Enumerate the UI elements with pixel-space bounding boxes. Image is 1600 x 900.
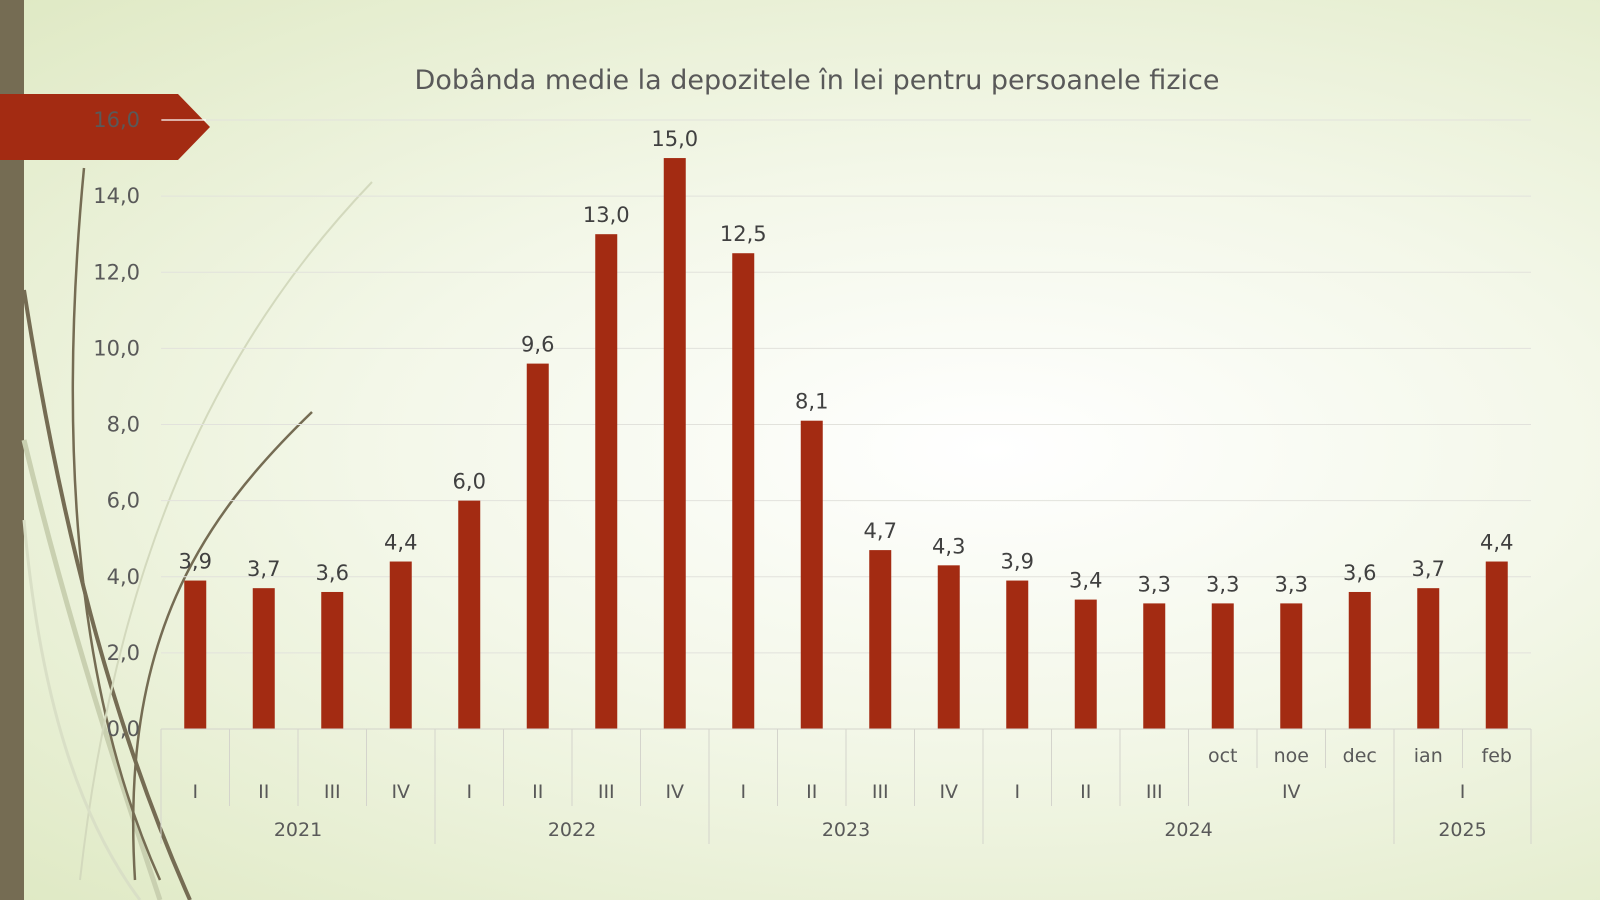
y-tick-label: 14,0 <box>93 184 140 208</box>
y-tick-label: 2,0 <box>107 641 140 665</box>
y-axis: 0,0 2,0 4,0 6,0 8,0 10,0 12,0 14,0 16,0 <box>93 108 206 741</box>
category-label: IV <box>665 781 684 803</box>
data-label: 4,4 <box>384 531 417 555</box>
category-label: I <box>740 781 746 803</box>
bars: 3,9 3,7 3,6 4,4 6,0 9,6 13,0 15,0 12,5 8,1 4,7 4,3 3… <box>179 127 1513 729</box>
category-label: I <box>1014 781 1020 803</box>
data-label: 15,0 <box>651 127 698 151</box>
year-group-label: 2023 <box>822 819 870 841</box>
year-group-label: 2024 <box>1164 819 1212 841</box>
y-tick-label: 6,0 <box>107 489 140 513</box>
category-label: I <box>466 781 472 803</box>
bar <box>1417 588 1440 729</box>
year-group-label: 2022 <box>548 819 596 841</box>
category-label: dec <box>1343 745 1377 767</box>
y-tick-label: 16,0 <box>93 108 140 132</box>
bar <box>663 158 686 729</box>
bar <box>184 580 207 729</box>
category-label: oct <box>1208 745 1238 767</box>
category-label: III <box>324 781 341 803</box>
category-label: II <box>258 781 269 803</box>
bar <box>800 420 823 729</box>
data-label: 12,5 <box>720 222 767 246</box>
y-tick-label: 12,0 <box>93 260 140 284</box>
category-label: I <box>192 781 198 803</box>
bar <box>1280 603 1303 729</box>
bar <box>389 561 412 729</box>
quarter-group-label: I <box>1460 781 1466 803</box>
bar <box>1006 580 1029 729</box>
bar <box>321 591 344 729</box>
data-label: 3,6 <box>1343 561 1376 585</box>
category-label: II <box>806 781 817 803</box>
bar <box>458 500 481 729</box>
data-label: 3,6 <box>316 561 349 585</box>
bar <box>1348 591 1371 729</box>
y-tick-label: 8,0 <box>107 413 140 437</box>
chart-title: Dobânda medie la depozitele în lei pentr… <box>415 65 1220 96</box>
category-label: II <box>1080 781 1091 803</box>
category-label: feb <box>1482 745 1512 767</box>
data-label: 3,9 <box>1001 550 1034 574</box>
data-label: 3,7 <box>247 557 280 581</box>
bar <box>1211 603 1234 729</box>
data-label: 3,3 <box>1206 572 1239 596</box>
bar <box>595 234 618 729</box>
category-label: IV <box>391 781 410 803</box>
category-label: III <box>598 781 615 803</box>
bar <box>1485 561 1508 729</box>
data-label: 3,7 <box>1412 557 1445 581</box>
category-label: III <box>1146 781 1163 803</box>
bar <box>937 565 960 729</box>
category-label: III <box>872 781 889 803</box>
grid-lines <box>161 119 1531 730</box>
data-label: 4,4 <box>1480 531 1513 555</box>
y-tick-label: 10,0 <box>93 336 140 360</box>
data-label: 3,4 <box>1069 569 1102 593</box>
data-label: 3,3 <box>1275 572 1308 596</box>
y-tick-label: 0,0 <box>107 717 140 741</box>
year-group-label: 2025 <box>1438 819 1486 841</box>
data-label: 3,3 <box>1138 572 1171 596</box>
category-label: IV <box>939 781 958 803</box>
quarter-group-label: IV <box>1282 781 1301 803</box>
bar <box>1074 599 1097 729</box>
bar <box>252 588 275 729</box>
year-group-label: 2021 <box>274 819 322 841</box>
data-label: 8,1 <box>795 390 828 414</box>
data-label: 3,9 <box>179 550 212 574</box>
category-label: ian <box>1414 745 1443 767</box>
data-label: 9,6 <box>521 333 554 357</box>
bar <box>1143 603 1166 729</box>
data-label: 6,0 <box>453 470 486 494</box>
title-arrow-banner <box>0 94 210 160</box>
y-tick-label: 4,0 <box>107 565 140 589</box>
data-label: 4,3 <box>932 534 965 558</box>
bar <box>869 550 892 729</box>
bar <box>732 253 755 729</box>
bar <box>526 363 549 729</box>
category-label: noe <box>1274 745 1309 767</box>
category-label: II <box>532 781 543 803</box>
data-label: 13,0 <box>583 203 630 227</box>
data-label: 4,7 <box>864 519 897 543</box>
